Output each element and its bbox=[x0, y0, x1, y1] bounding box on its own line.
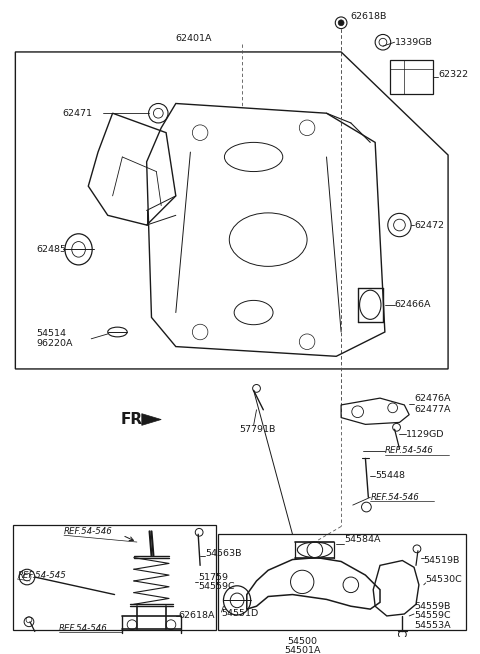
Text: 62485: 62485 bbox=[37, 245, 67, 254]
Text: 54530C: 54530C bbox=[426, 576, 462, 585]
Text: 62322: 62322 bbox=[438, 70, 468, 79]
Text: 54559C: 54559C bbox=[414, 611, 451, 621]
Text: 54501A: 54501A bbox=[284, 646, 321, 654]
Text: 62401A: 62401A bbox=[176, 34, 212, 43]
Circle shape bbox=[338, 20, 344, 26]
Text: 54559C: 54559C bbox=[198, 582, 235, 591]
Text: 62472: 62472 bbox=[414, 220, 444, 230]
Text: 54559B: 54559B bbox=[414, 602, 450, 611]
Text: 62466A: 62466A bbox=[395, 300, 431, 309]
Text: 54553A: 54553A bbox=[414, 621, 451, 630]
Text: 96220A: 96220A bbox=[37, 339, 73, 348]
Text: 51759: 51759 bbox=[198, 572, 228, 581]
Text: REF.54-546: REF.54-546 bbox=[370, 493, 419, 502]
Text: 54519B: 54519B bbox=[424, 556, 460, 565]
Bar bbox=[13, 525, 216, 630]
Text: REF.54-546: REF.54-546 bbox=[385, 446, 433, 455]
Text: 54514: 54514 bbox=[37, 330, 67, 339]
Text: 54551D: 54551D bbox=[221, 610, 259, 619]
Text: 62618A: 62618A bbox=[179, 611, 215, 621]
Text: REF.54-545: REF.54-545 bbox=[17, 570, 66, 579]
Text: 1339GB: 1339GB bbox=[395, 38, 432, 46]
Text: 57791B: 57791B bbox=[239, 424, 276, 434]
Text: 1129GD: 1129GD bbox=[406, 430, 445, 439]
Text: 62477A: 62477A bbox=[414, 405, 451, 414]
Bar bbox=[217, 534, 466, 630]
Text: 54563B: 54563B bbox=[205, 549, 241, 559]
Text: 54500: 54500 bbox=[287, 637, 317, 645]
Text: 62471: 62471 bbox=[62, 109, 92, 118]
Text: FR.: FR. bbox=[120, 412, 148, 427]
Text: 62618B: 62618B bbox=[351, 12, 387, 22]
Bar bbox=[390, 60, 433, 94]
Text: REF.54-546: REF.54-546 bbox=[64, 527, 113, 536]
Polygon shape bbox=[142, 414, 161, 425]
Text: 55448: 55448 bbox=[375, 472, 405, 481]
Text: 54584A: 54584A bbox=[344, 534, 381, 543]
Text: REF.54-546: REF.54-546 bbox=[59, 624, 108, 633]
Text: 62476A: 62476A bbox=[414, 394, 451, 403]
